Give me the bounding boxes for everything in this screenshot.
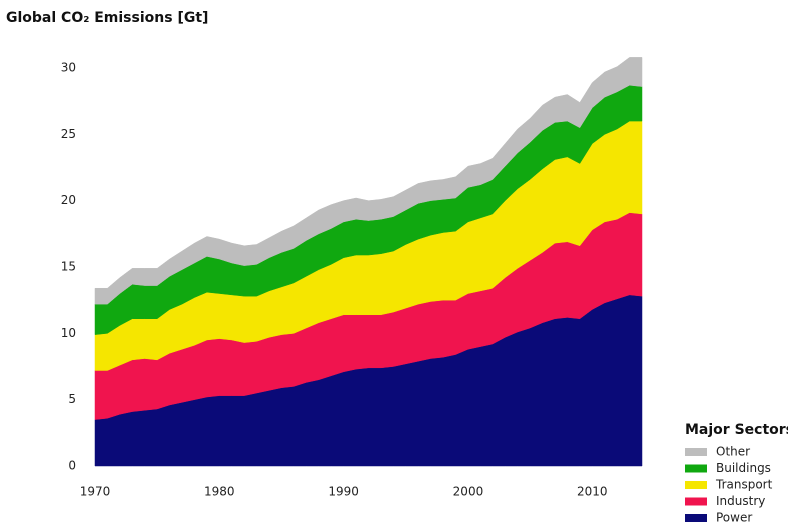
x-tick-label: 2000 (453, 485, 484, 499)
legend-swatch (685, 448, 707, 456)
y-tick-label: 25 (61, 127, 76, 141)
area (94, 57, 643, 305)
y-tick-label: 0 (68, 459, 76, 473)
legend-swatch (685, 497, 707, 506)
legend-label: Other (716, 445, 750, 459)
legend-label: Transport (715, 478, 773, 492)
legend-swatch (685, 514, 707, 522)
y-tick-label: 20 (61, 193, 76, 207)
legend-label: Buildings (716, 461, 771, 475)
legend-swatch (685, 464, 707, 473)
chart-title: Global CO₂ Emissions [Gt] (6, 10, 208, 26)
y-tick-label: 15 (61, 260, 76, 274)
legend-label: Power (716, 511, 752, 525)
y-tick-label: 10 (61, 326, 76, 340)
x-tick-label: 1970 (80, 485, 111, 499)
y-tick-label: 5 (68, 392, 76, 406)
x-tick-label: 2010 (577, 485, 608, 499)
legend-title: Major Sectors (685, 422, 788, 438)
x-tick-label: 1990 (328, 485, 359, 499)
x-tick-label: 1980 (204, 485, 235, 499)
legend-swatch (685, 481, 707, 489)
legend-label: Industry (716, 494, 765, 508)
y-tick-label: 30 (61, 61, 76, 75)
